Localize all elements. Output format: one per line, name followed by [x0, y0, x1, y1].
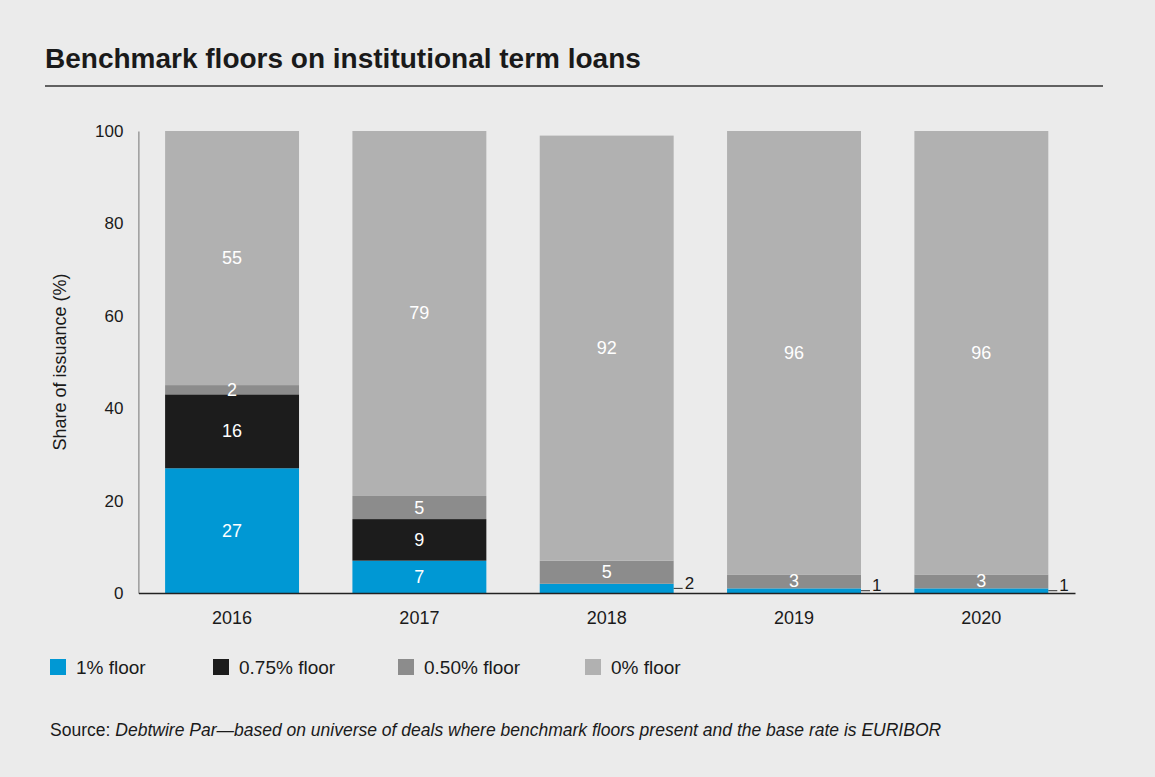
x-tick-label: 2017 [399, 608, 439, 628]
data-label: 96 [971, 343, 991, 363]
data-label: 27 [222, 521, 242, 541]
x-tick: 2020 [961, 593, 1001, 628]
bars [165, 131, 1048, 593]
data-label: 96 [784, 343, 804, 363]
legend-item: 0.50% floor [398, 657, 521, 678]
chart: Benchmark floors on institutional term l… [0, 0, 1155, 777]
data-label: 5 [602, 562, 612, 582]
data-labels: 271625579579259213961396 [222, 248, 1069, 595]
data-label: 55 [222, 248, 242, 268]
background [0, 0, 1155, 777]
data-label: 5 [414, 498, 424, 518]
x-tick: 2019 [774, 593, 814, 628]
legend-swatch [213, 659, 229, 675]
y-tick-label: 80 [104, 214, 123, 233]
data-label: 7 [414, 567, 424, 587]
bar-segment [165, 468, 299, 593]
bar-segment [165, 394, 299, 468]
title: Benchmark floors on institutional term l… [45, 43, 641, 74]
data-label: 92 [597, 338, 617, 358]
data-label: 16 [222, 421, 242, 441]
x-axis: 2016 2017 2018 2019 2020 [139, 593, 1076, 628]
legend-item: 1% floor [50, 657, 146, 678]
x-tick: 2017 [399, 593, 439, 628]
data-label: 3 [789, 571, 799, 591]
data-label: 2 [685, 574, 694, 593]
bar-segment [914, 131, 1048, 575]
y-axis-title: Share of issuance (%) [50, 273, 70, 450]
x-tick: 2018 [587, 593, 627, 628]
bar-segment [165, 131, 299, 385]
y-axis-line [138, 132, 139, 594]
legend-label: 0% floor [611, 657, 681, 678]
bar-segment [540, 136, 674, 561]
legend-swatch [50, 659, 66, 675]
bar-segment [352, 131, 486, 496]
x-tick-label: 2019 [774, 608, 814, 628]
bar-segment [540, 584, 674, 593]
source-label: Source: [50, 720, 110, 740]
y-tick: 20 [104, 492, 138, 511]
data-label: 1 [1059, 576, 1068, 595]
y-tick: 60 [104, 307, 138, 326]
label-leader [674, 588, 683, 589]
legend-swatch [585, 659, 601, 675]
title-rule [45, 85, 1103, 86]
legend-swatch [398, 659, 414, 675]
legend-item: 0.75% floor [213, 657, 336, 678]
y-tick: 40 [104, 399, 138, 418]
legend-item: 0% floor [585, 657, 681, 678]
x-axis-line [139, 593, 1076, 595]
y-tick-label: 0 [114, 584, 123, 603]
data-label: 3 [976, 571, 986, 591]
x-tick: 2016 [212, 593, 252, 628]
x-tick-label: 2016 [212, 608, 252, 628]
legend-label: 0.75% floor [239, 657, 336, 678]
bar-segment [540, 561, 674, 584]
legend: 1% floor 0.75% floor 0.50% floor 0% floor [50, 657, 681, 678]
y-tick: 80 [104, 214, 138, 233]
legend-label: 0.50% floor [424, 657, 521, 678]
y-tick-label: 20 [104, 492, 123, 511]
bar-segment [352, 496, 486, 519]
x-tick-label: 2018 [587, 608, 627, 628]
y-axis: 0 20 40 60 80 100 [95, 122, 139, 603]
label-leader [1048, 590, 1057, 591]
data-label: 1 [872, 576, 881, 595]
label-leader [861, 590, 870, 591]
y-tick-label: 60 [104, 307, 123, 326]
y-tick-label: 100 [95, 122, 123, 141]
legend-label: 1% floor [76, 657, 146, 678]
bar-segment [352, 519, 486, 561]
data-label: 9 [414, 530, 424, 550]
x-tick-label: 2020 [961, 608, 1001, 628]
data-label: 79 [409, 303, 429, 323]
y-tick: 0 [114, 584, 138, 603]
source: Source:Debtwire Par—based on universe of… [50, 720, 942, 740]
y-tick: 100 [95, 122, 138, 141]
data-label: 2 [227, 380, 237, 400]
bar-segment [352, 561, 486, 593]
source-text: Debtwire Par—based on universe of deals … [115, 720, 941, 740]
y-tick-label: 40 [104, 399, 123, 418]
bar-segment [727, 131, 861, 575]
